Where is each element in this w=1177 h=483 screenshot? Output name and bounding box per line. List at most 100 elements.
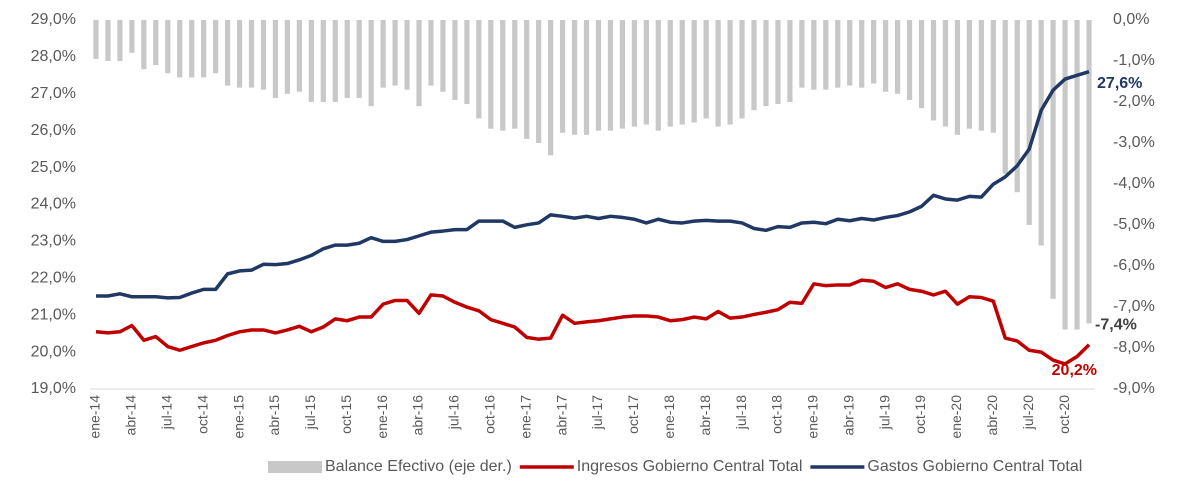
x-tick-label: ene-16	[374, 395, 390, 439]
value-label: 27,6%	[1097, 75, 1142, 92]
bar	[619, 20, 626, 129]
x-tick-label: jul-20	[1020, 395, 1036, 430]
y2-tick-label: -3,0%	[1113, 134, 1155, 151]
value-label: 20,2%	[1052, 362, 1097, 379]
bar	[356, 20, 362, 98]
x-tick-label: oct-14	[194, 395, 210, 434]
y2-tick-label: 0,0%	[1113, 11, 1149, 28]
bar	[201, 20, 207, 78]
bar	[500, 20, 506, 131]
bar	[811, 20, 817, 90]
bar	[548, 20, 554, 156]
bar	[416, 20, 422, 107]
bar	[440, 20, 446, 92]
bar	[859, 20, 865, 88]
bar	[583, 20, 590, 135]
bar	[883, 20, 889, 92]
bar	[918, 20, 925, 109]
bar	[344, 20, 350, 98]
bar	[141, 20, 147, 70]
x-tick-label: ene-18	[661, 395, 677, 439]
bar	[667, 20, 673, 127]
bar	[691, 20, 697, 123]
bar	[906, 20, 913, 100]
bar	[966, 20, 972, 129]
y-tick-label: 26,0%	[31, 122, 76, 139]
y-tick-label: 29,0%	[31, 11, 76, 28]
x-tick-label: oct-20	[1056, 395, 1072, 434]
bar	[595, 20, 602, 131]
bar	[272, 20, 279, 98]
y-tick-label: 28,0%	[31, 48, 76, 65]
bar	[105, 20, 111, 61]
x-tick-label: jul-14	[158, 395, 174, 430]
bar	[990, 20, 996, 133]
bar	[751, 20, 757, 111]
bar	[942, 20, 949, 127]
bar	[1002, 20, 1008, 174]
x-tick-label: abr-18	[697, 395, 713, 436]
y2-tick-label: -1,0%	[1113, 52, 1155, 69]
bar	[835, 20, 841, 88]
bar	[1062, 20, 1068, 330]
bar	[703, 20, 709, 119]
x-tick-label: oct-15	[338, 395, 354, 434]
line	[95, 278, 1091, 366]
bar	[248, 20, 255, 88]
x-tick-label: jul-18	[733, 395, 749, 430]
x-tick-label: jul-16	[446, 395, 462, 430]
bar	[404, 20, 410, 90]
bar	[392, 20, 398, 86]
bar	[512, 20, 518, 129]
x-tick-label: jul-15	[302, 395, 318, 430]
legend-label: Balance Efectivo (eje der.)	[325, 458, 512, 475]
y-tick-label: 20,0%	[31, 343, 76, 360]
bar	[153, 20, 159, 66]
line	[95, 69, 1090, 300]
bar	[847, 20, 853, 86]
y2-tick-label: -5,0%	[1113, 216, 1155, 233]
y-tick-label: 21,0%	[31, 306, 76, 323]
bar	[488, 20, 494, 129]
bar	[93, 20, 99, 59]
x-tick-label: oct-19	[912, 395, 928, 434]
bar	[739, 20, 745, 119]
x-tick-label: ene-14	[87, 395, 103, 439]
bar	[464, 20, 470, 105]
y2-tick-label: -2,0%	[1113, 93, 1155, 110]
bar	[1050, 20, 1056, 299]
y-tick-label: 19,0%	[31, 380, 76, 397]
y-tick-label: 27,0%	[31, 85, 76, 102]
bar	[260, 20, 267, 90]
bar	[452, 20, 458, 100]
bar	[332, 20, 338, 102]
legend-label: Ingresos Gobierno Central Total	[577, 458, 803, 475]
x-tick-label: ene-15	[230, 395, 246, 439]
x-tick-label: ene-20	[948, 395, 964, 439]
bar	[236, 20, 243, 88]
value-label: -7,4%	[1095, 317, 1137, 334]
y-tick-label: 23,0%	[31, 233, 76, 250]
bar	[428, 20, 434, 86]
bar	[1038, 20, 1044, 246]
bar	[224, 20, 231, 86]
x-tick-label: abr-17	[553, 395, 569, 436]
bar	[571, 20, 578, 135]
y-tick-label: 25,0%	[31, 159, 76, 176]
bar	[643, 20, 649, 125]
bar	[727, 20, 733, 125]
y2-tick-label: -6,0%	[1113, 257, 1155, 274]
x-tick-label: oct-18	[769, 395, 785, 434]
y2-tick-label: -7,0%	[1113, 298, 1155, 315]
bar	[320, 20, 326, 102]
bar	[775, 20, 781, 105]
x-tick-label: oct-16	[482, 395, 498, 434]
bar	[787, 20, 793, 102]
y2-tick-label: -8,0%	[1113, 339, 1155, 356]
bar	[763, 20, 769, 107]
x-tick-label: ene-19	[805, 395, 821, 439]
bar	[930, 20, 937, 121]
y-tick-label: 22,0%	[31, 270, 76, 287]
x-tick-label: jul-17	[589, 395, 605, 430]
